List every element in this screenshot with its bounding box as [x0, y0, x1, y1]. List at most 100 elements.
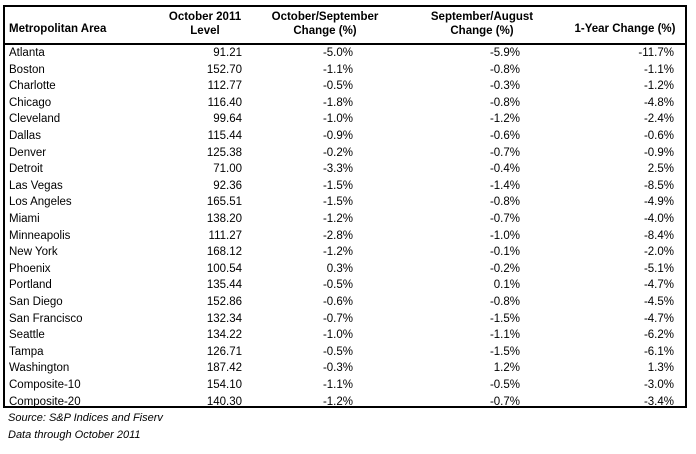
cell-level: 91.21	[213, 47, 242, 59]
cell-area: New York	[9, 246, 58, 259]
cell-oct-sep-change: -0.7%	[322, 312, 353, 325]
cell-area: Miami	[9, 213, 40, 225]
cell-level: 99.64	[213, 113, 242, 126]
cell-oct-sep-change: -0.3%	[322, 362, 353, 375]
table-row: Composite-10 154.10 -1.1% -0.5% -3.0%	[5, 377, 685, 394]
header-sep-aug-line1: September/August	[430, 11, 534, 23]
header-oct-sep-line2: Change (%)	[293, 25, 357, 37]
cell-area: Los Angeles	[9, 196, 72, 209]
cell-oct-sep-change: -1.0%	[322, 113, 353, 126]
table-row: Atlanta 91.21 -5.0% -5.9% -11.7%	[5, 45, 685, 62]
cell-level: 116.40	[207, 96, 242, 109]
cell-level: 100.54	[206, 262, 242, 275]
table-row: San Diego 152.86 -0.6% -0.8% -4.5%	[5, 294, 685, 311]
table-row: Seattle 134.22 -1.0% -1.1% -6.2%	[5, 327, 685, 344]
cell-oct-sep-change: -1.5%	[322, 179, 353, 192]
cell-oct-sep-change: 0.3%	[326, 262, 353, 275]
cell-area: Atlanta	[9, 47, 45, 59]
cell-level: 135.44	[206, 279, 242, 292]
cell-area: Composite-10	[9, 379, 81, 391]
table-row: Las Vegas 92.36 -1.5% -1.4% -8.5%	[5, 178, 685, 195]
table-row: Tampa 126.71 -0.5% -1.5% -6.1%	[5, 344, 685, 361]
cell-level: 168.12	[206, 246, 242, 259]
cell-sep-aug-change: -0.7%	[489, 395, 520, 408]
header-level-line2: Level	[190, 25, 220, 37]
table-row: Cleveland 99.64 -1.0% -1.2% -2.4%	[5, 111, 685, 128]
cell-level: 92.36	[213, 179, 242, 192]
cell-1yr-change: -4.5%	[643, 296, 674, 308]
cell-level: 152.70	[206, 63, 242, 76]
cell-oct-sep-change: -3.3%	[322, 163, 353, 176]
table-row: Portland 135.44 -0.5% 0.1% -4.7%	[5, 277, 685, 294]
cell-sep-aug-change: -0.1%	[489, 246, 520, 259]
cell-sep-aug-change: -5.9%	[489, 47, 520, 59]
header-sep-aug-change: September/August Change (%)	[417, 10, 547, 38]
cell-oct-sep-change: -0.5%	[322, 80, 353, 93]
cell-1yr-change: -1.1%	[643, 63, 674, 76]
cell-oct-sep-change: -1.0%	[322, 329, 353, 342]
cell-area: Tampa	[9, 345, 44, 358]
header-level-line1: October 2011	[168, 11, 242, 23]
cell-oct-sep-change: -1.1%	[322, 379, 353, 391]
header-divider	[5, 43, 685, 45]
table-row: Denver 125.38 -0.2% -0.7% -0.9%	[5, 145, 685, 162]
cell-oct-sep-change: -1.1%	[322, 63, 353, 76]
cell-sep-aug-change: -0.4%	[489, 163, 520, 176]
cell-sep-aug-change: 0.1%	[493, 279, 520, 292]
cell-1yr-change: -8.5%	[643, 179, 674, 192]
cell-sep-aug-change: -0.6%	[489, 130, 520, 142]
cell-area: Phoenix	[9, 262, 51, 275]
cell-sep-aug-change: -0.7%	[489, 146, 520, 159]
footer-data-through: Data through October 2011	[8, 429, 141, 441]
header-oct-sep-line1: October/September	[271, 11, 379, 23]
cell-level: 187.42	[206, 362, 242, 375]
cell-sep-aug-change: -1.5%	[489, 345, 520, 358]
cell-1yr-change: -4.0%	[643, 213, 674, 225]
cell-oct-sep-change: -2.8%	[322, 229, 353, 242]
footer-source: Source: S&P Indices and Fiserv	[8, 412, 163, 424]
cell-1yr-change: -4.9%	[643, 196, 674, 209]
cell-level: 140.30	[206, 395, 242, 408]
cell-sep-aug-change: -1.5%	[489, 312, 520, 325]
cell-1yr-change: 2.5%	[647, 163, 674, 176]
cell-area: Composite-20	[9, 395, 81, 408]
table-row: San Francisco 132.34 -0.7% -1.5% -4.7%	[5, 311, 685, 328]
cell-1yr-change: -0.6%	[643, 130, 674, 142]
cell-sep-aug-change: -0.5%	[489, 379, 520, 391]
data-table: Metropolitan Area October 2011 Level Oct…	[3, 5, 687, 408]
cell-oct-sep-change: -1.5%	[322, 196, 353, 209]
cell-level: 134.22	[206, 329, 242, 342]
cell-area: Las Vegas	[9, 179, 63, 192]
cell-level: 154.10	[206, 379, 242, 391]
table-row: Composite-20 140.30 -1.2% -0.7% -3.4%	[5, 394, 685, 411]
cell-area: Seattle	[9, 329, 45, 342]
cell-sep-aug-change: -1.4%	[489, 179, 520, 192]
cell-area: San Francisco	[9, 312, 83, 325]
cell-level: 71.00	[213, 163, 242, 176]
header-1yr-label: 1-Year Change (%)	[574, 23, 676, 35]
cell-1yr-change: -4.7%	[643, 279, 674, 292]
cell-1yr-change: -2.4%	[643, 113, 674, 126]
cell-oct-sep-change: -0.2%	[322, 146, 353, 159]
cell-level: 152.86	[206, 296, 242, 308]
table-row: Miami 138.20 -1.2% -0.7% -4.0%	[5, 211, 685, 228]
cell-area: Washington	[9, 362, 70, 375]
table-row: Dallas 115.44 -0.9% -0.6% -0.6%	[5, 128, 685, 145]
table-row: Boston 152.70 -1.1% -0.8% -1.1%	[5, 62, 685, 79]
cell-sep-aug-change: -0.8%	[489, 196, 520, 209]
cell-1yr-change: -6.2%	[643, 329, 674, 342]
cell-1yr-change: -11.7%	[638, 47, 674, 59]
cell-1yr-change: -3.0%	[643, 379, 674, 391]
cell-1yr-change: -5.1%	[643, 262, 674, 275]
cell-sep-aug-change: -0.3%	[489, 80, 520, 93]
cell-oct-sep-change: -1.8%	[322, 96, 353, 109]
table-row: Minneapolis 111.27 -2.8% -1.0% -8.4%	[5, 228, 685, 245]
cell-oct-sep-change: -1.2%	[322, 246, 353, 259]
cell-1yr-change: -8.4%	[643, 229, 674, 242]
cell-area: Minneapolis	[9, 229, 71, 242]
cell-sep-aug-change: -0.8%	[489, 63, 520, 76]
table-row: Washington 187.42 -0.3% 1.2% 1.3%	[5, 360, 685, 377]
cell-area: Detroit	[9, 163, 43, 176]
cell-oct-sep-change: -5.0%	[322, 47, 353, 59]
cell-level: 138.20	[206, 213, 242, 225]
